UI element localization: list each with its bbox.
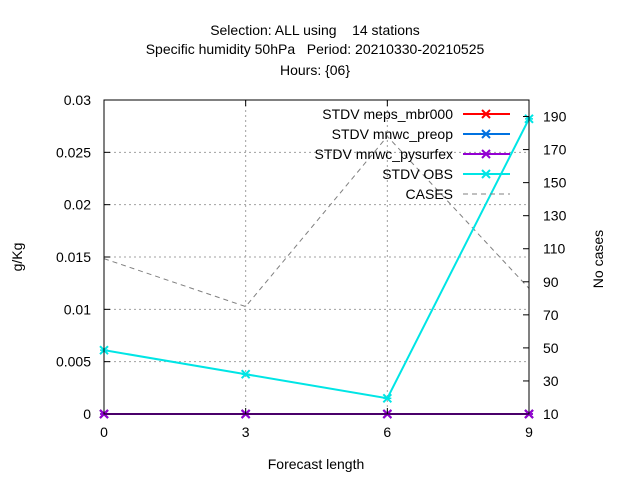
legend-label: CASES <box>406 186 453 202</box>
y-tick-label: 0.03 <box>64 92 91 108</box>
legend-marker <box>481 129 491 139</box>
y2-tick-label: 110 <box>543 241 566 257</box>
title-line-1: Selection: ALL using 14 stations <box>210 22 420 38</box>
legend-label: STDV OBS <box>382 166 453 182</box>
legend-entry: CASES <box>406 186 510 202</box>
x-tick-label: 0 <box>100 424 108 440</box>
y-axis-label: g/Kg <box>9 243 25 272</box>
y-tick-label: 0.005 <box>56 354 91 370</box>
legend-label: STDV mnwc_pysurfex <box>315 146 453 162</box>
y2-tick-label: 170 <box>543 142 567 158</box>
y-tick-label: 0.01 <box>64 301 91 317</box>
y-tick-label: 0 <box>83 406 91 422</box>
y2-tick-label: 10 <box>543 406 559 422</box>
legend: STDV meps_mbr000 STDV mnwc_preop STDV mnwc… <box>315 106 510 202</box>
x-axis: 0 3 6 9 <box>100 100 533 440</box>
y-tick-label: 0.015 <box>56 249 91 265</box>
legend-entry: STDV meps_mbr000 <box>322 106 510 122</box>
legend-marker <box>481 169 491 179</box>
data-point <box>382 393 393 404</box>
title-line-2: Specific humidity 50hPa Period: 20210330… <box>146 41 485 57</box>
y2-axis: 10 30 50 70 90 110 130 150 170 190 <box>523 109 567 422</box>
legend-label: STDV meps_mbr000 <box>322 106 453 122</box>
y-tick-label: 0.025 <box>56 144 91 160</box>
y2-tick-label: 70 <box>543 307 559 323</box>
x-tick-label: 3 <box>242 424 250 440</box>
y2-tick-label: 150 <box>543 175 567 191</box>
y-tick-label: 0.02 <box>64 197 91 213</box>
y2-axis-label: No cases <box>590 230 606 288</box>
y2-tick-label: 90 <box>543 274 559 290</box>
series-cases <box>103 135 530 308</box>
series-line <box>103 118 530 400</box>
x-tick-label: 9 <box>525 424 533 440</box>
legend-label: STDV mnwc_preop <box>332 126 454 142</box>
data-point <box>240 369 251 379</box>
y2-tick-label: 130 <box>543 208 567 224</box>
x-axis-label: Forecast length <box>268 456 365 472</box>
title-line-3: Hours: {06} <box>280 62 350 78</box>
series-line <box>103 135 530 308</box>
y2-tick-label: 190 <box>543 109 567 125</box>
y-axis: 0 0.005 0.01 0.015 0.02 0.025 0.03 <box>56 92 110 422</box>
y2-tick-label: 50 <box>543 340 559 356</box>
legend-marker <box>481 149 491 159</box>
legend-entry: STDV OBS <box>382 166 510 182</box>
chart-title: Selection: ALL using 14 stations Specifi… <box>146 22 485 78</box>
legend-marker <box>481 109 491 119</box>
x-tick-label: 6 <box>383 424 391 440</box>
y2-tick-label: 30 <box>543 373 559 389</box>
legend-entry: STDV mnwc_pysurfex <box>315 146 510 162</box>
legend-entry: STDV mnwc_preop <box>332 126 510 142</box>
